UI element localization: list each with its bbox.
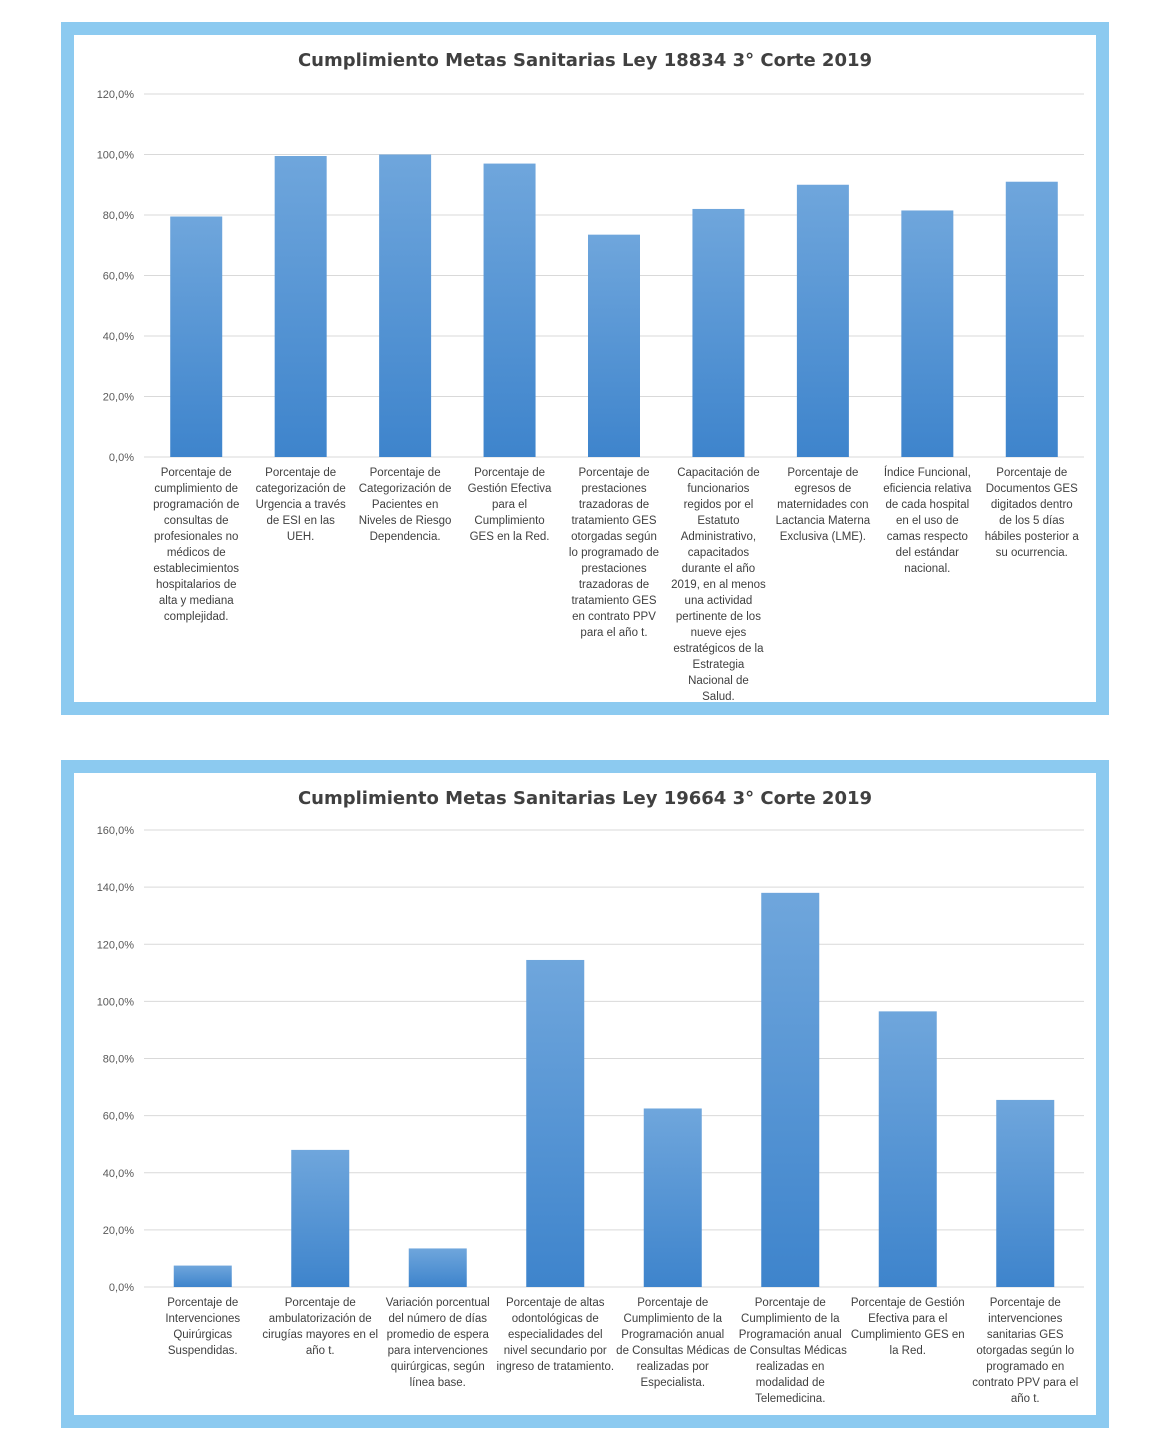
bar [996,1099,1055,1287]
y-tick-label: 60,0% [103,1111,134,1123]
category-label: Porcentaje de Cumplimiento de la Program… [616,1297,730,1389]
bar [291,1149,350,1287]
chart-panel-ley-18834: Cumplimiento Metas Sanitarias Ley 18834 … [61,22,1109,715]
bar [173,1265,232,1287]
category-label: Porcentaje de Intervenciones Quirúrgicas… [165,1297,241,1357]
category-label: Porcentaje de Gestión Efectiva para el C… [467,467,552,543]
chart-title: Cumplimiento Metas Sanitarias Ley 19664 … [297,788,873,809]
category-label: Capacitación de funcionarios regidos por… [671,467,766,702]
bar-chart-svg: 0,0% 20,0% 40,0% 60,0% 80,0% 100,0% 120,0% [97,89,1084,464]
category-label: Porcentaje de Cumplimiento de la Program… [733,1297,847,1405]
bar [901,210,954,457]
category-label: Porcentaje de ambulatorización de cirugí… [262,1297,379,1357]
category-label: Porcentaje de altas odontológicas de esp… [496,1297,615,1373]
y-tick-label: 40,0% [103,1168,134,1180]
category-label: Índice Funcional, eficiencia relativa de… [883,467,972,575]
category-label: Porcentaje de egresos de maternidades co… [775,467,871,543]
chart-panel-ley-19664: Cumplimiento Metas Sanitarias Ley 19664 … [61,760,1109,1428]
bar [588,234,640,457]
category-label: Porcentaje de Documentos GES digitados d… [984,467,1079,559]
y-tick-label: 20,0% [103,1225,134,1237]
category-label: Variación porcentual del número de días … [385,1297,490,1389]
y-tick-label: 0,0% [109,452,134,464]
category-label: Porcentaje de Categorización de Paciente… [358,467,452,543]
bar [408,1248,467,1287]
y-tick-label: 80,0% [103,1054,134,1066]
bar [274,156,327,457]
y-tick-label: 0,0% [109,1282,134,1294]
chart-area: Cumplimiento Metas Sanitarias Ley 19664 … [74,773,1096,1415]
y-tick-label: 60,0% [103,271,134,283]
category-label: Porcentaje de intervenciones sanitarias … [972,1297,1079,1405]
y-tick-label: 140,0% [97,882,135,894]
bar [483,163,536,457]
category-label: Porcentaje de Gestión Efectiva para el C… [850,1297,965,1357]
y-tick-label: 100,0% [97,150,135,162]
bar [796,184,849,457]
chart-title: Cumplimiento Metas Sanitarias Ley 18834 … [297,50,873,71]
bar [761,892,820,1287]
y-tick-label: 120,0% [97,939,135,951]
y-tick-label: 120,0% [97,89,135,101]
category-label: Porcentaje de cumplimiento de programaci… [153,467,240,623]
bar [643,1108,702,1287]
chart-area: Cumplimiento Metas Sanitarias Ley 18834 … [74,35,1096,702]
bar [526,959,585,1287]
y-tick-label: 160,0% [97,825,135,837]
bar-chart-svg: 0,0% 20,0% 40,0% 60,0% 80,0% 100,0% 120,0% 140,… [97,825,1084,1294]
y-tick-label: 80,0% [103,210,134,222]
bar [1005,181,1058,457]
category-label: Porcentaje de categorización de Urgencia… [255,467,346,543]
y-tick-label: 40,0% [103,331,134,343]
y-tick-label: 100,0% [97,996,135,1008]
category-label: Porcentaje de prestaciones trazadoras de… [568,467,660,639]
bar [379,154,432,457]
bar [692,208,745,457]
y-tick-label: 20,0% [103,392,134,404]
bar [170,216,223,457]
bar [878,1011,937,1287]
